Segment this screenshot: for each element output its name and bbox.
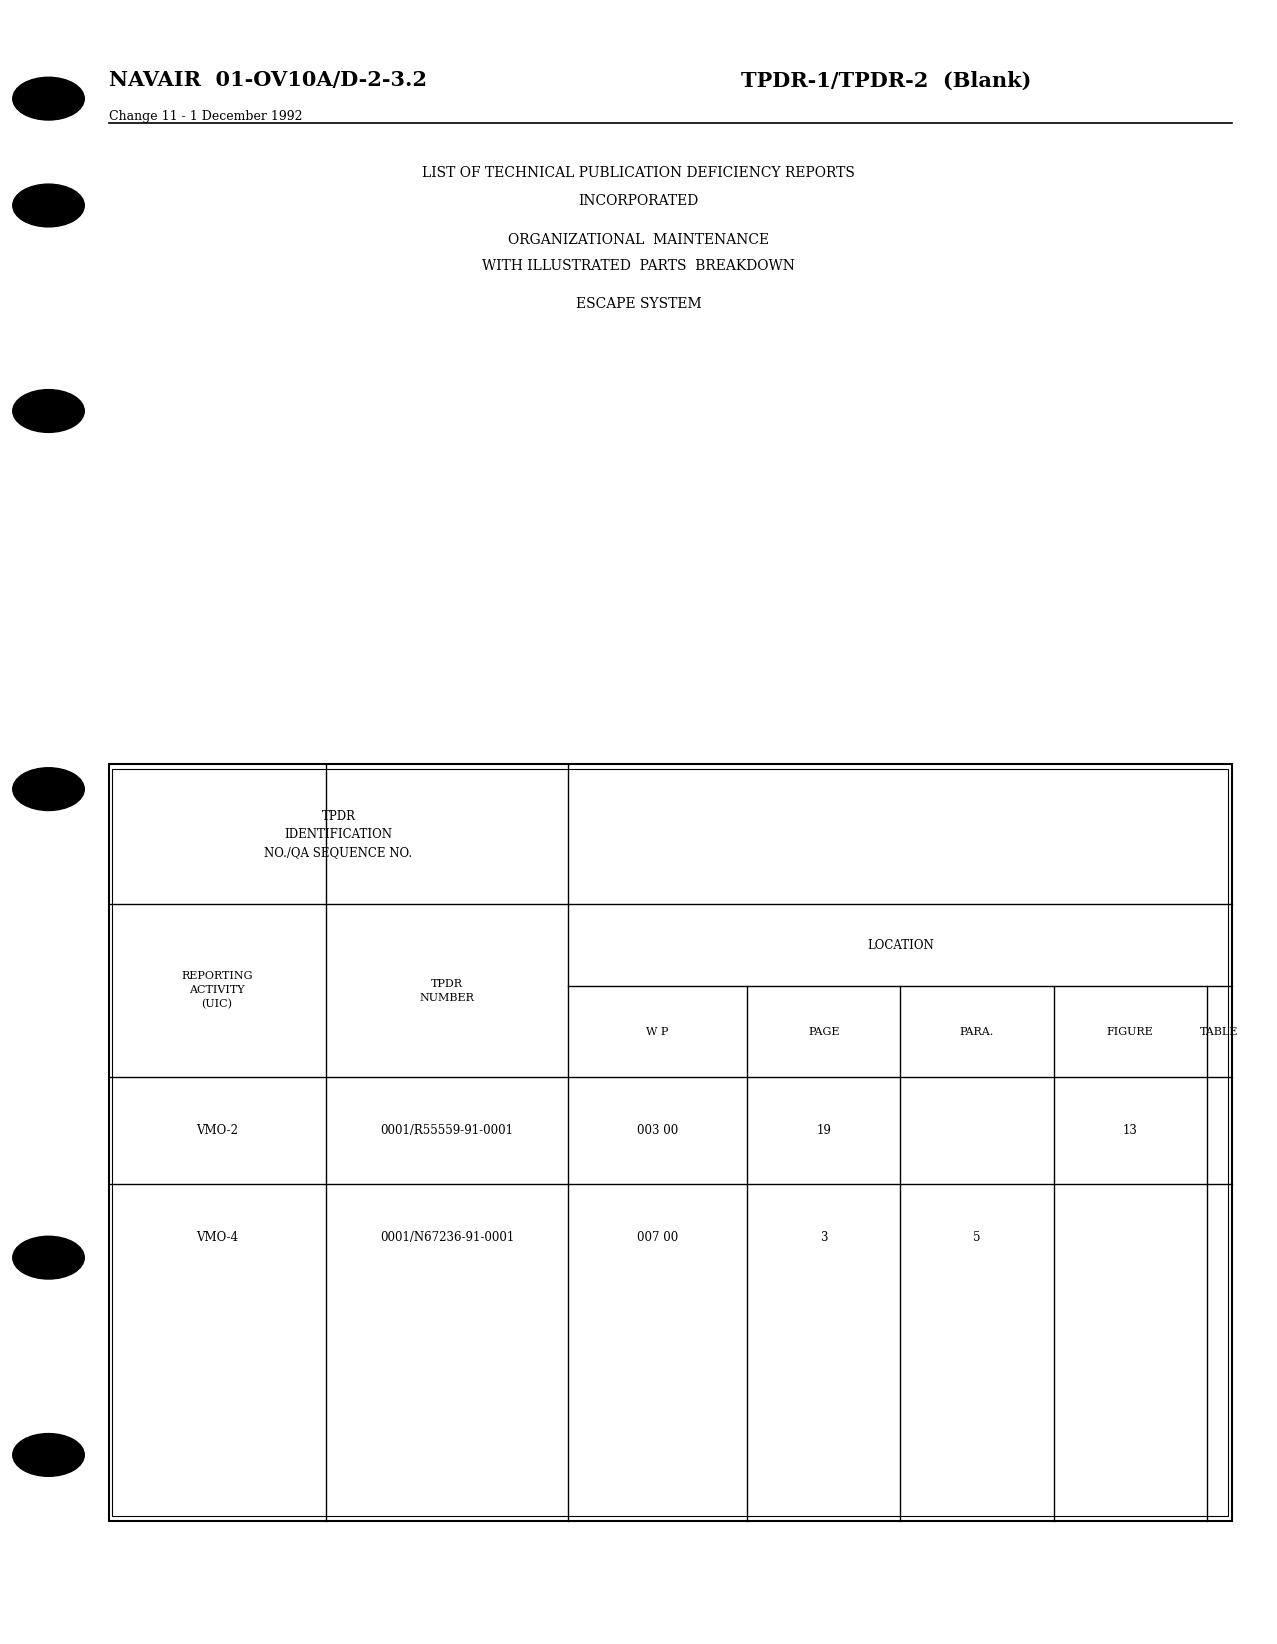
Text: ORGANIZATIONAL  MAINTENANCE: ORGANIZATIONAL MAINTENANCE <box>508 233 769 247</box>
Text: WITH ILLUSTRATED  PARTS  BREAKDOWN: WITH ILLUSTRATED PARTS BREAKDOWN <box>481 260 796 273</box>
Ellipse shape <box>13 1236 84 1279</box>
Text: PARA.: PARA. <box>960 1026 994 1037</box>
Ellipse shape <box>13 768 84 810</box>
Text: TABLE: TABLE <box>1200 1026 1239 1037</box>
Text: TPDR
NUMBER: TPDR NUMBER <box>420 978 474 1003</box>
Text: ESCAPE SYSTEM: ESCAPE SYSTEM <box>576 298 701 311</box>
Bar <box>112 769 1228 1516</box>
Text: W P: W P <box>646 1026 669 1037</box>
Ellipse shape <box>13 184 84 227</box>
Text: NAVAIR  01-OV10A/D-2-3.2: NAVAIR 01-OV10A/D-2-3.2 <box>109 71 427 90</box>
Ellipse shape <box>13 390 84 432</box>
Text: LIST OF TECHNICAL PUBLICATION DEFICIENCY REPORTS: LIST OF TECHNICAL PUBLICATION DEFICIENCY… <box>423 166 854 179</box>
Text: 0001/R55559-91-0001: 0001/R55559-91-0001 <box>381 1124 513 1136</box>
Text: TPDR
IDENTIFICATION
NO./QA SEQUENCE NO.: TPDR IDENTIFICATION NO./QA SEQUENCE NO. <box>264 810 412 858</box>
Text: 3: 3 <box>820 1231 827 1243</box>
Text: 0001/N67236-91-0001: 0001/N67236-91-0001 <box>379 1231 515 1243</box>
Text: REPORTING
ACTIVITY
(UIC): REPORTING ACTIVITY (UIC) <box>181 972 253 1009</box>
Text: 003 00: 003 00 <box>637 1124 678 1136</box>
Text: Change 11 - 1 December 1992: Change 11 - 1 December 1992 <box>109 110 303 123</box>
Ellipse shape <box>13 1434 84 1476</box>
Text: 007 00: 007 00 <box>637 1231 678 1243</box>
Text: 13: 13 <box>1122 1124 1138 1136</box>
Text: PAGE: PAGE <box>808 1026 839 1037</box>
Text: VMO-4: VMO-4 <box>197 1231 238 1243</box>
Text: 5: 5 <box>973 1231 981 1243</box>
Text: 19: 19 <box>816 1124 831 1136</box>
Text: TPDR-1/TPDR-2  (Blank): TPDR-1/TPDR-2 (Blank) <box>741 71 1031 90</box>
Text: VMO-2: VMO-2 <box>197 1124 238 1136</box>
Bar <box>109 764 1232 1521</box>
Text: LOCATION: LOCATION <box>867 939 933 952</box>
Text: FIGURE: FIGURE <box>1107 1026 1153 1037</box>
Text: INCORPORATED: INCORPORATED <box>578 194 699 207</box>
Ellipse shape <box>13 77 84 120</box>
